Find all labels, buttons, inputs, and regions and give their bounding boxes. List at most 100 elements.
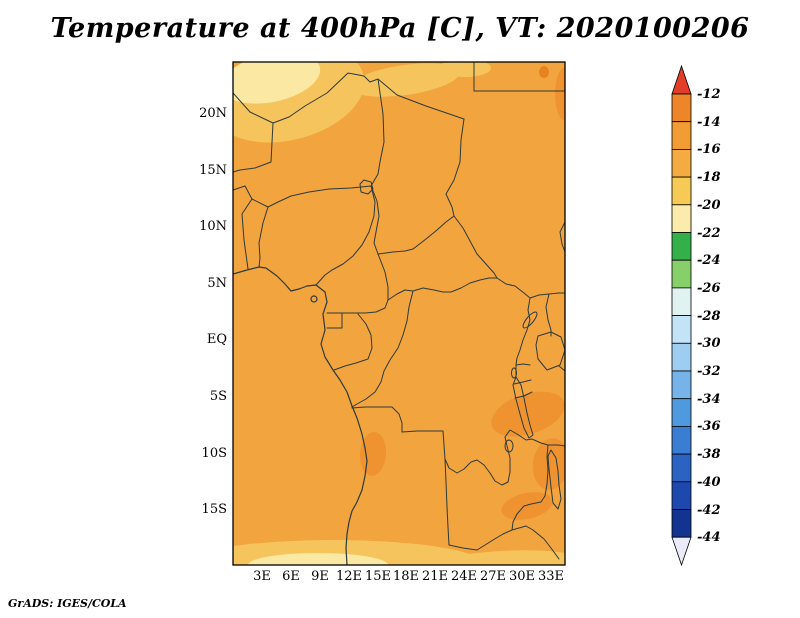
lake-tanganyika (512, 376, 534, 439)
x-tick-label: 18E (393, 569, 419, 584)
country-border (558, 365, 565, 372)
country-border (453, 215, 498, 279)
colorbar-label: -40 (697, 475, 721, 490)
temperature-patches (233, 62, 565, 565)
country-border (377, 253, 389, 301)
x-tick-label: 3E (253, 569, 271, 584)
country-border (351, 290, 414, 408)
colorbar-label: -26 (697, 281, 721, 296)
temp-patch-warm (555, 68, 565, 120)
colorbar-label: -14 (697, 115, 721, 130)
colorbar-label: -18 (697, 170, 721, 185)
country-border (511, 444, 549, 531)
country-border (377, 215, 455, 255)
map-panel (232, 61, 566, 566)
country-borders (233, 62, 565, 560)
colorbar-segment (671, 121, 692, 150)
colorbar-label: -44 (697, 530, 721, 545)
lake-mweru (504, 439, 514, 453)
lakes-group (359, 179, 565, 510)
country-border (444, 458, 450, 546)
lake-kivu (511, 367, 517, 379)
x-tick-label: 21E (422, 569, 448, 584)
country-border (233, 185, 269, 208)
grads-credit: GrADS: IGES/COLA (8, 597, 127, 610)
x-axis-labels: 3E 6E 9E 12E 15E 18E 21E 24E 27E 30E 33E (253, 569, 564, 584)
country-border (241, 198, 253, 270)
country-border (401, 430, 444, 433)
country-border (496, 277, 531, 299)
y-tick-label: EQ (207, 332, 227, 347)
y-tick-label: 15S (202, 502, 227, 517)
colorbar-segment (671, 259, 692, 289)
country-border (515, 363, 531, 366)
x-tick-label: 12E (336, 569, 362, 584)
temp-patch-pale (248, 553, 388, 565)
temp-patch-light (393, 550, 565, 565)
colorbar-segment (671, 232, 692, 261)
y-tick-label: 5N (207, 276, 227, 291)
y-tick-label: 15N (199, 163, 227, 178)
temp-patch-warm (501, 492, 553, 520)
country-border (387, 277, 498, 301)
lake-albert (522, 311, 538, 329)
lake-malawi (547, 449, 562, 510)
x-tick-label: 6E (282, 569, 300, 584)
y-tick-label: 20N (199, 106, 227, 121)
lake-victoria (535, 331, 565, 371)
x-tick-label: 30E (509, 569, 535, 584)
x-tick-label: 9E (311, 569, 329, 584)
x-tick-label: 27E (480, 569, 506, 584)
y-tick-label: 10N (199, 219, 227, 234)
colorbar-segment (671, 148, 692, 178)
country-border (233, 122, 274, 173)
colorbar-segment (671, 315, 692, 344)
country-border (333, 313, 373, 371)
x-tick-label: 33E (538, 569, 564, 584)
country-border (370, 185, 380, 255)
country-border (516, 433, 565, 447)
temp-patch-warm (491, 391, 565, 437)
country-border (370, 78, 385, 187)
colorbar-segment (671, 176, 692, 206)
y-tick-label: 10S (202, 446, 227, 461)
x-tick-label: 24E (451, 569, 477, 584)
y-tick-label: 5S (210, 389, 227, 404)
colorbar-segment (671, 425, 692, 455)
country-border (515, 297, 531, 366)
colorbar-label: -30 (697, 336, 721, 351)
colorbar-label: -42 (697, 503, 721, 518)
colorbar-label: -24 (697, 253, 721, 268)
country-border (513, 379, 532, 385)
plot-title: Temperature at 400hPa [C], VT: 202010020… (50, 13, 750, 44)
country-border (442, 429, 518, 486)
colorbar-labels: -12 -14 -16 -18 -20 -22 -24 -26 -28 -30 … (697, 87, 721, 545)
colorbar-label: -20 (697, 198, 721, 213)
colorbar-label: -16 (697, 142, 721, 157)
country-border (473, 62, 565, 92)
temperature-base-fill (233, 62, 565, 565)
colorbar-segment (671, 370, 692, 400)
colorbar-segment (671, 509, 692, 538)
colorbar-bottom-triangle (671, 536, 692, 567)
country-border (351, 406, 403, 433)
colorbar-label: -36 (697, 419, 721, 434)
temp-patch-light (350, 63, 460, 97)
country-border (267, 185, 372, 208)
temp-patch-warm (532, 438, 565, 490)
country-border (258, 206, 269, 268)
coastline-group (233, 266, 368, 565)
colorbar-label: -12 (697, 87, 721, 102)
colorbar-top-triangle (671, 64, 692, 95)
temp-patch-warm-spot (539, 66, 549, 78)
country-border (559, 221, 565, 253)
temp-patch-light (439, 62, 491, 77)
country-border (445, 118, 465, 217)
colorbar-label: -28 (697, 309, 721, 324)
colorbar-label: -34 (697, 392, 721, 407)
x-tick-label: 15E (365, 569, 391, 584)
colorbar-label: -32 (697, 364, 721, 379)
colorbar-segment (671, 204, 692, 233)
y-axis-labels: 20N 15N 10N 5N EQ 5S 10S 15S (199, 106, 227, 517)
